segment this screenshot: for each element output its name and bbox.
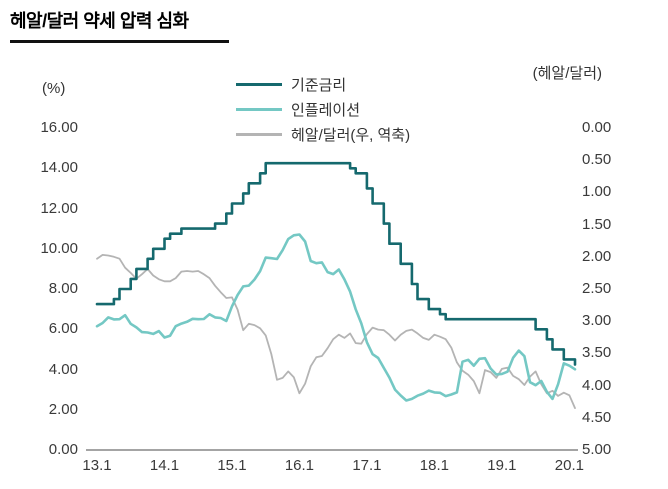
x-axis-tick-label: 16.1 (284, 457, 315, 474)
right-axis-tick-label: 1.50 (582, 215, 612, 233)
legend-label-base-rate: 기준금리 (291, 77, 347, 94)
right-axis-tick-label: 4.00 (582, 376, 612, 394)
x-axis-tick-label: 14.1 (149, 457, 180, 474)
page-title: 헤알/달러 약세 압력 심화 (10, 7, 229, 43)
x-axis-tick-label: 15.1 (217, 457, 247, 474)
left-axis-tick-label: 12.00 (40, 199, 78, 217)
right-axis-tick-label: 3.00 (582, 312, 612, 330)
right-axis-tick-label: 2.50 (582, 280, 612, 297)
left-axis-tick-label: 16.00 (40, 119, 78, 136)
left-axis-tick-label: 14.00 (40, 159, 78, 177)
x-axis-tick-label: 13.1 (82, 457, 112, 474)
x-axis-tick-label: 20.1 (554, 457, 584, 474)
legend-item-brl-usd: 헤알/달러(우, 역축) (236, 122, 410, 147)
right-axis-tick-label: 3.50 (582, 344, 612, 362)
left-axis-tick-label: 4.00 (48, 360, 78, 378)
right-axis-caption: (헤알/달러) (532, 65, 602, 82)
right-axis-tick-label: 4.50 (582, 408, 612, 426)
right-axis-tick-label: 0.00 (582, 119, 612, 136)
right-axis-tick-label: 1.00 (582, 183, 612, 201)
left-axis-tick-label: 8.00 (48, 280, 78, 297)
series-line-brl-usd (96, 254, 576, 409)
inflation-line-swatch (236, 108, 282, 111)
series-line-base-rate (95, 161, 577, 366)
x-axis-tick-label: 17.1 (352, 457, 382, 474)
left-axis-tick-label: 10.00 (40, 239, 78, 257)
legend-item-base-rate: 기준금리 (236, 72, 410, 97)
legend-label-brl-usd: 헤알/달러(우, 역축) (291, 127, 411, 144)
series-line-inflation (95, 233, 577, 402)
chart-legend: 기준금리 인플레이션 헤알/달러(우, 역축) (236, 72, 410, 147)
x-axis-tick-label: 18.1 (419, 457, 449, 474)
right-axis-tick-label: 5.00 (582, 441, 612, 458)
legend-item-inflation: 인플레이션 (236, 97, 410, 122)
left-axis-tick-label: 2.00 (48, 400, 78, 418)
left-axis-tick-label: 0.00 (48, 441, 78, 458)
brl-usd-line-swatch (236, 133, 282, 136)
left-axis-tick-label: 6.00 (48, 320, 78, 338)
legend-label-inflation: 인플레이션 (291, 102, 361, 119)
base-rate-line-swatch (236, 83, 282, 86)
right-axis-tick-label: 2.00 (582, 247, 612, 265)
left-axis-caption: (%) (42, 80, 66, 97)
right-axis-tick-label: 0.50 (582, 151, 612, 169)
x-axis-tick-label: 19.1 (487, 457, 517, 474)
